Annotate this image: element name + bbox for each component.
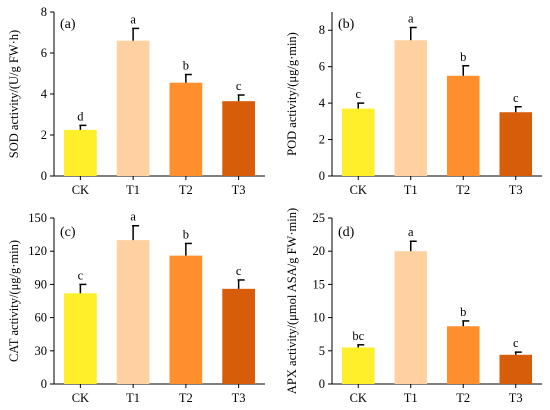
panel-label: (d) <box>338 225 355 240</box>
x-tick-label: T2 <box>456 391 470 405</box>
bar <box>446 75 480 176</box>
x-tick-label: T1 <box>126 391 140 405</box>
x-tick-label: CK <box>72 391 89 405</box>
y-tick-label: 20 <box>313 244 326 258</box>
significance-label: c <box>355 87 361 101</box>
panel-c: (c) CAT activity/(μg/g·min) 0 30 60 90 120 15… <box>7 210 265 405</box>
y-tick-label: 8 <box>41 5 47 19</box>
y-tick-label: 0 <box>319 169 325 183</box>
significance-label: c <box>78 268 84 282</box>
y-tick-label: 25 <box>313 211 326 225</box>
bar <box>169 255 203 384</box>
x-tick-label: T2 <box>179 391 193 405</box>
bar <box>446 326 480 384</box>
y-axis-title: SOD activity/(U/g FW·h) <box>7 30 21 158</box>
bar <box>499 354 533 384</box>
x-tick-label: T1 <box>404 183 418 197</box>
y-axis-title: CAT activity/(μg/g·min) <box>7 240 21 362</box>
bar <box>64 129 97 176</box>
significance-label: bc <box>352 329 364 343</box>
bar <box>394 40 428 176</box>
bar <box>341 347 375 384</box>
y-axis-title: APX activity/(μmol ASA/g FW·min) <box>285 208 299 394</box>
x-tick-label: T3 <box>509 183 523 197</box>
panel-d: (d) APX activity/(μmol ASA/g FW·min) 0 5 1… <box>285 208 542 405</box>
bar <box>394 251 428 384</box>
y-tick-label: 120 <box>28 244 47 258</box>
x-tick-label: T2 <box>179 183 193 197</box>
y-tick-label: 4 <box>319 96 326 110</box>
x-tick-label: T2 <box>456 183 470 197</box>
bar <box>169 82 203 176</box>
x-tick-label: CK <box>72 183 89 197</box>
panel-a: (a) SOD activity/(U/g FW·h) 0 2 4 6 8 d CK a T1 b… <box>7 5 265 197</box>
y-tick-label: 6 <box>319 60 325 74</box>
y-tick-label: 15 <box>313 277 326 291</box>
panel-label: (a) <box>60 17 76 32</box>
y-tick-label: 2 <box>41 128 47 142</box>
panel-b: (b) POD activity/(μg/g·min) 0 2 4 6 8 c CK a T1 b… <box>285 11 542 197</box>
significance-label: d <box>77 109 84 123</box>
y-tick-label: 0 <box>319 377 325 391</box>
panel-label: (c) <box>60 225 76 240</box>
y-tick-label: 2 <box>319 133 325 147</box>
y-tick-label: 150 <box>28 211 47 225</box>
significance-label: a <box>408 11 414 25</box>
x-tick-label: T3 <box>232 183 246 197</box>
y-tick-label: 30 <box>35 344 48 358</box>
y-tick-label: 6 <box>41 46 47 60</box>
significance-label: a <box>408 225 414 239</box>
y-tick-label: 5 <box>319 344 325 358</box>
y-tick-label: 4 <box>41 87 48 101</box>
x-tick-label: T1 <box>126 183 140 197</box>
y-tick-label: 0 <box>41 377 47 391</box>
x-tick-label: CK <box>350 391 367 405</box>
significance-label: c <box>236 264 242 278</box>
x-tick-label: T1 <box>404 391 418 405</box>
significance-label: c <box>513 336 519 350</box>
significance-label: c <box>513 91 519 105</box>
significance-label: b <box>460 305 466 319</box>
panel-label: (b) <box>338 17 355 32</box>
y-axis-title: POD activity/(μg/g·min) <box>285 32 299 156</box>
significance-label: a <box>130 12 136 26</box>
bar <box>222 288 255 384</box>
x-tick-label: T3 <box>232 391 246 405</box>
y-tick-label: 90 <box>35 277 48 291</box>
significance-label: b <box>183 227 189 241</box>
significance-label: b <box>183 59 189 73</box>
bar <box>499 112 533 176</box>
y-tick-label: 10 <box>313 311 326 325</box>
x-tick-label: CK <box>350 183 367 197</box>
significance-label: b <box>460 50 466 64</box>
bar <box>64 293 97 384</box>
y-tick-label: 60 <box>35 311 48 325</box>
bar <box>116 40 150 177</box>
y-tick-label: 8 <box>319 23 325 37</box>
y-tick-label: 0 <box>41 169 47 183</box>
significance-label: c <box>236 79 242 93</box>
x-tick-label: T3 <box>509 391 523 405</box>
bar <box>341 108 375 176</box>
bar <box>222 101 255 176</box>
bar <box>116 240 150 384</box>
significance-label: a <box>130 210 136 224</box>
